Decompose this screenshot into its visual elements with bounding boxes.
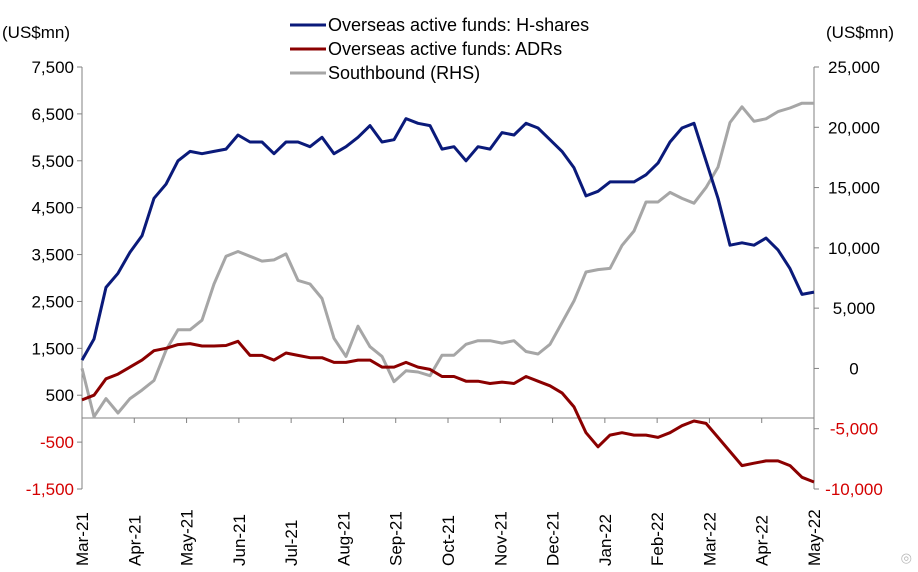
x-tick-label: Sep-21 xyxy=(387,511,406,566)
right-tick-label: 10,000 xyxy=(828,239,880,258)
x-tick-label: Jan-22 xyxy=(596,514,615,566)
left-tick-label: 3,500 xyxy=(31,246,74,265)
right-tick-label: 15,000 xyxy=(828,179,880,198)
x-tick-label: Feb-22 xyxy=(648,512,667,566)
x-tick-label: Apr-21 xyxy=(125,515,144,566)
legend-label-1: Overseas active funds: ADRs xyxy=(328,39,562,59)
series-line-2 xyxy=(80,101,814,419)
left-tick-label: 1,500 xyxy=(31,339,74,358)
axes: 7,500 6,500 5,500 4,500 3,500 2,500 1,500 500 -5… xyxy=(26,58,883,566)
left-tick-label: 7,500 xyxy=(31,58,74,77)
left-tick-label: 500 xyxy=(46,386,74,405)
left-tick-label: -1,500 xyxy=(26,480,74,499)
left-tick-label: -500 xyxy=(40,433,74,452)
legend-label-2: Southbound (RHS) xyxy=(328,63,480,83)
left-tick-label: 2,500 xyxy=(31,292,74,311)
series-lines xyxy=(80,101,815,484)
right-tick-label: 5,000 xyxy=(833,299,876,318)
right-tick-label: -5,000 xyxy=(830,420,878,439)
x-tick-label: Mar-21 xyxy=(73,512,92,566)
right-tick-label: 20,000 xyxy=(828,118,880,137)
series-line-1 xyxy=(81,339,815,484)
x-tick-label: Jul-21 xyxy=(282,520,301,566)
x-tick-label: Apr-22 xyxy=(753,515,772,566)
left-axis-unit: (US$mn) xyxy=(2,23,70,42)
right-tick-label: -10,000 xyxy=(825,480,883,499)
right-tick-label: 25,000 xyxy=(828,58,880,77)
x-tick-label: Nov-21 xyxy=(491,511,510,566)
left-tick-label: 5,500 xyxy=(31,152,74,171)
right-tick-label: 0 xyxy=(849,359,858,378)
series-line-0 xyxy=(80,117,815,361)
x-tick-label: Oct-21 xyxy=(439,515,458,566)
legend-label-0: Overseas active funds: H-shares xyxy=(328,15,589,35)
x-tick-label: Mar-22 xyxy=(700,512,719,566)
right-axis-unit: (US$mn) xyxy=(826,23,894,42)
left-tick-label: 4,500 xyxy=(31,199,74,218)
left-tick-label: 6,500 xyxy=(31,105,74,124)
x-tick-label: Aug-21 xyxy=(334,511,353,566)
x-tick-label: Jun-21 xyxy=(230,514,249,566)
x-tick-label: Dec-21 xyxy=(544,511,563,566)
legend: Overseas active funds: H-shares Overseas … xyxy=(290,15,589,83)
watermark-logo: ◎ xyxy=(900,550,912,565)
x-tick-label: May-22 xyxy=(805,509,824,566)
x-tick-label: May-21 xyxy=(178,509,197,566)
